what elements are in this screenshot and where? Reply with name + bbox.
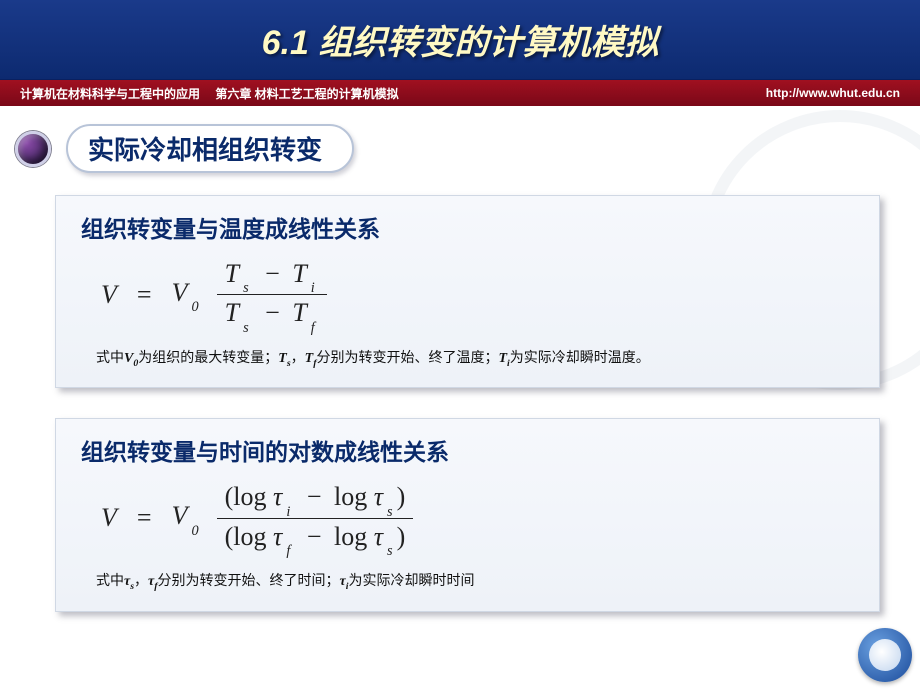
eq1-denominator: Ts − Tf [217,295,327,333]
card2-title: 组织转变量与时间的对数成线性关系 [81,433,854,467]
section-heading-row: 实际冷却相组织转变 [55,124,880,173]
slide-title: 6.1 组织转变的计算机模拟 [262,15,659,64]
eq2-lhs: V [101,503,117,533]
eq1-numerator: Ts − Ti [217,256,327,295]
eq2-coef: V0 [172,501,203,535]
card2-note: 式中τs，τf分别为转变开始、终了时间；τi为实际冷却瞬时时间 [81,569,854,594]
eq2-numerator: (log τi − log τs) [217,479,414,518]
card1-note: 式中V0为组织的最大转变量；Ts，Tf分别为转变开始、终了温度；Ti为实际冷却瞬… [81,346,854,371]
card-time-log-relation: 组织转变量与时间的对数成线性关系 V = V0 (log τi − log τs… [55,418,880,611]
eq2-fraction: (log τi − log τs) (log τf − log τs) [217,479,414,557]
eq2-denominator: (log τf − log τs) [217,519,414,557]
card2-equation: V = V0 (log τi − log τs) (log τf − log τ… [81,479,854,557]
equals-sign: = [131,280,158,310]
equals-sign-2: = [131,503,158,533]
eq1-fraction: Ts − Ti Ts − Tf [217,256,327,334]
sphere-bullet-icon [15,131,51,167]
card-temperature-relation: 组织转变量与温度成线性关系 V = V0 Ts − Ti Ts − Tf 式中V… [55,195,880,388]
university-logo-icon [858,628,912,682]
slide-content: 实际冷却相组织转变 组织转变量与温度成线性关系 V = V0 Ts − Ti T… [0,106,920,652]
eq1-lhs: V [101,280,117,310]
breadcrumb-bar: 计算机在材料科学与工程中的应用 第六章 材料工艺工程的计算机模拟 http://… [0,80,920,106]
breadcrumb-left: 计算机在材料科学与工程中的应用 第六章 材料工艺工程的计算机模拟 [20,85,399,102]
card1-equation: V = V0 Ts − Ti Ts − Tf [81,256,854,334]
section-heading-pill: 实际冷却相组织转变 [66,124,354,173]
section-heading-text: 实际冷却相组织转变 [88,135,322,165]
breadcrumb-url: http://www.whut.edu.cn [766,86,900,100]
eq1-coef: V0 [172,278,203,312]
card1-title: 组织转变量与温度成线性关系 [81,210,854,244]
slide-header: 6.1 组织转变的计算机模拟 [0,0,920,80]
